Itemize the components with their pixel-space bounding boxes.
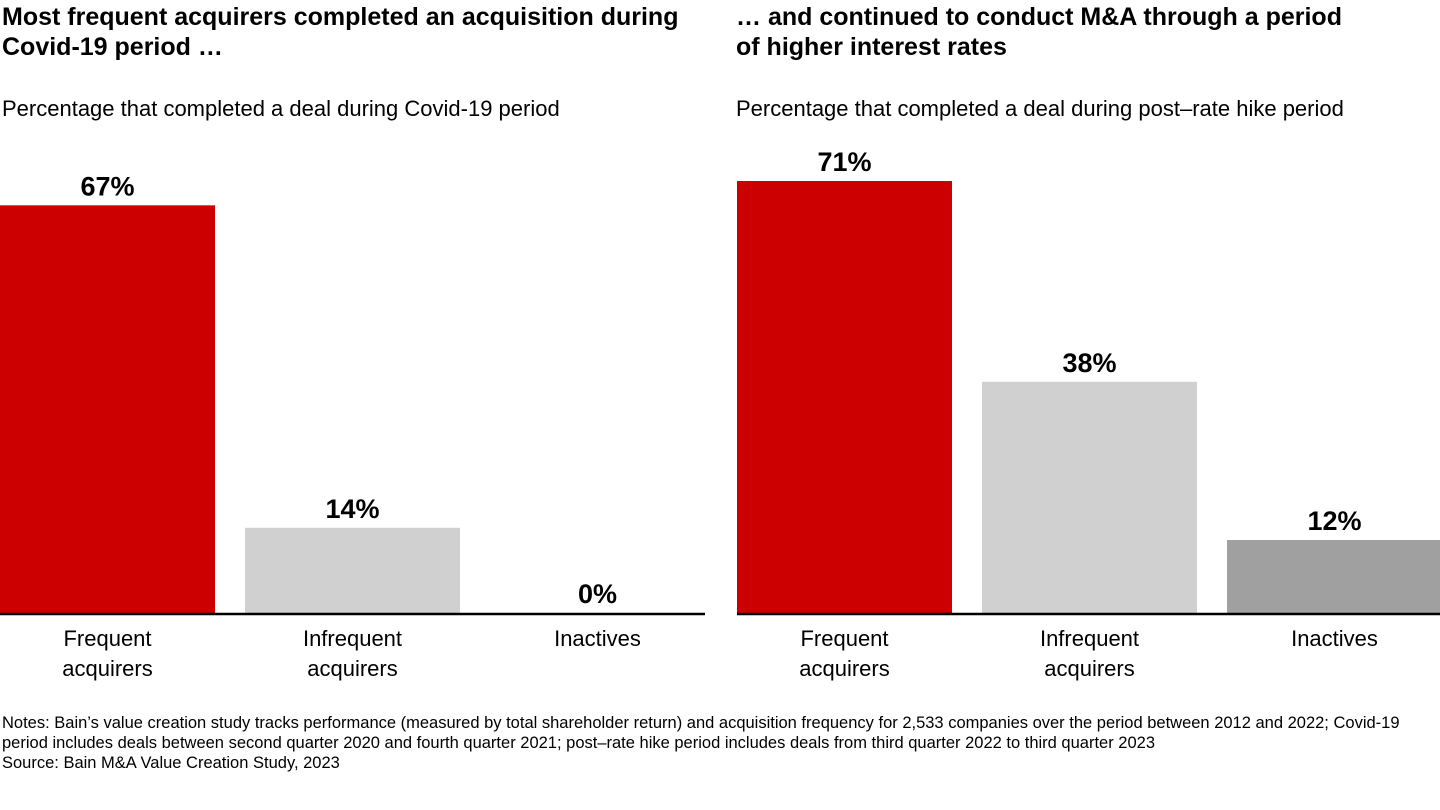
data-label: 38% <box>1062 348 1116 378</box>
source-text: Source: Bain M&A Value Creation Study, 2… <box>2 754 340 772</box>
bar-right-0 <box>737 181 952 613</box>
category-label: acquirers <box>62 656 152 681</box>
category-label: Inactives <box>554 626 641 651</box>
notes-text: Notes: Bain’s value creation study track… <box>2 714 1400 752</box>
footnotes: Notes: Bain’s value creation study track… <box>2 713 1438 773</box>
category-label: Frequent <box>63 626 151 651</box>
category-label: acquirers <box>307 656 397 681</box>
category-label: Inactives <box>1291 626 1378 651</box>
data-label: 14% <box>325 494 379 524</box>
bar-right-1 <box>982 381 1197 613</box>
bar-left-0 <box>0 205 215 614</box>
data-label: 71% <box>817 147 871 177</box>
bar-left-1 <box>245 527 460 613</box>
category-label: Frequent <box>800 626 888 651</box>
bar-charts: 67% Frequent acquirers 14% Infrequent acquire… <box>0 147 1440 681</box>
right-chart-title: … and continued to conduct M&A through a… <box>736 3 1342 61</box>
data-label: 67% <box>80 171 134 201</box>
left-chart-title: Most frequent acquirers completed an acq… <box>2 3 679 61</box>
category-label: acquirers <box>799 656 889 681</box>
bar-right-2 <box>1227 539 1440 613</box>
right-chart-subtitle: Percentage that completed a deal during … <box>736 96 1344 121</box>
data-label: 0% <box>578 579 617 609</box>
category-label: acquirers <box>1044 656 1134 681</box>
category-label: Infrequent <box>1040 626 1139 651</box>
data-label: 12% <box>1307 506 1361 536</box>
left-chart-subtitle: Percentage that completed a deal during … <box>2 96 560 121</box>
category-label: Infrequent <box>303 626 402 651</box>
